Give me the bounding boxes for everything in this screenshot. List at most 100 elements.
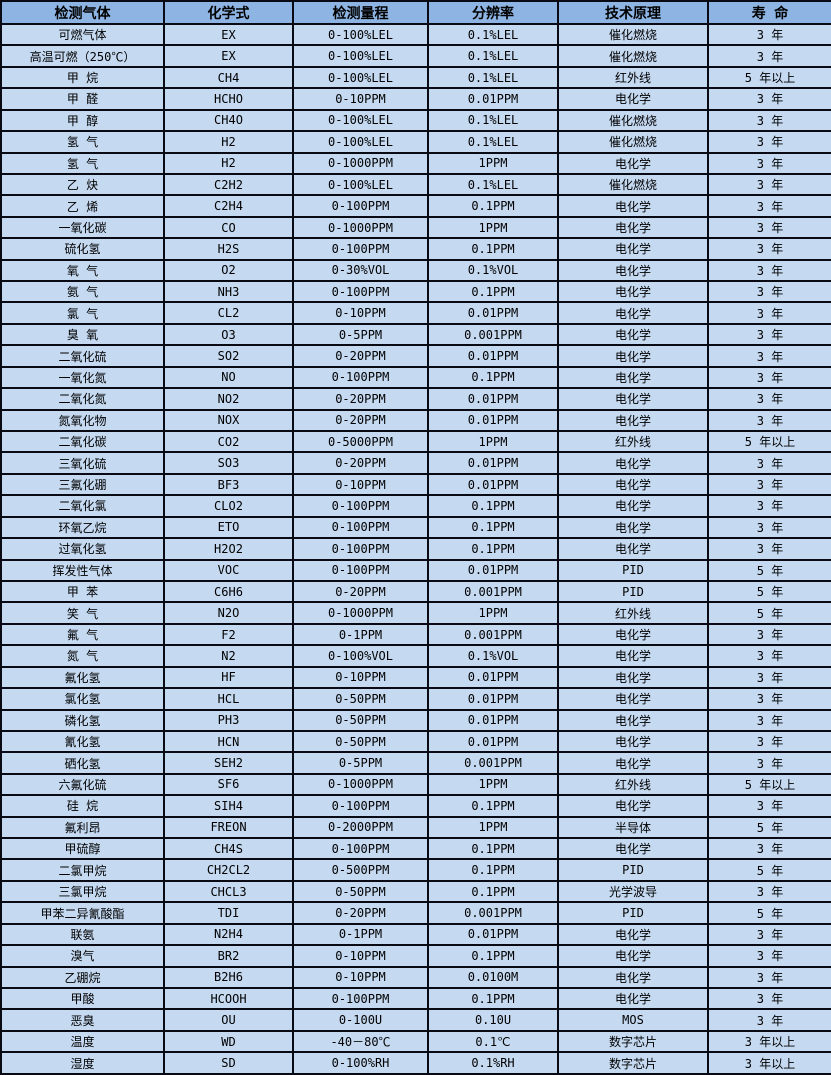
cell-principle: 电化学	[557, 237, 709, 261]
cell-formula: N2H4	[163, 922, 294, 947]
cell-principle: 电化学	[557, 408, 709, 433]
cell-principle: PID	[557, 579, 709, 604]
cell-formula: ETO	[163, 515, 294, 540]
cell-range: -40－80℃	[292, 1029, 429, 1054]
cell-resolution: 0.1%VOL	[427, 644, 559, 668]
cell-gas: 氯 气	[0, 301, 165, 325]
cell-gas: 联氨	[0, 922, 165, 947]
cell-gas: 可燃气体	[0, 22, 165, 47]
cell-resolution: 1PPM	[427, 151, 559, 175]
cell-resolution: 0.01PPM	[427, 729, 559, 754]
cell-range: 0-1000PPM	[292, 215, 429, 240]
cell-lifespan: 5 年	[707, 601, 831, 625]
cell-resolution: 0.01PPM	[427, 87, 559, 111]
cell-resolution: 0.001PPM	[427, 579, 559, 604]
cell-formula: O3	[163, 322, 294, 347]
cell-formula: NOX	[163, 408, 294, 433]
cell-resolution: 0.1%LEL	[427, 130, 559, 154]
cell-range: 0-100%LEL	[292, 44, 429, 68]
cell-principle: 电化学	[557, 751, 709, 775]
cell-range: 0-100%LEL	[292, 108, 429, 133]
table-row: 磷化氢 PH3 0-50PPM 0.01PPM 电化学 3 年	[0, 708, 831, 732]
cell-principle: PID	[557, 558, 709, 582]
cell-principle: 红外线	[557, 429, 709, 454]
cell-principle: MOS	[557, 1008, 709, 1032]
cell-range: 0-1000PPM	[292, 601, 429, 625]
cell-gas: 硒化氢	[0, 751, 165, 775]
cell-resolution: 0.1%LEL	[427, 44, 559, 68]
table-row: 乙 烯 C2H4 0-100PPM 0.1PPM 电化学 3 年	[0, 194, 831, 218]
table-row: 二氧化硫 SO2 0-20PPM 0.01PPM 电化学 3 年	[0, 344, 831, 368]
cell-lifespan: 3 年	[707, 108, 831, 133]
cell-resolution: 1PPM	[427, 601, 559, 625]
cell-range: 0-2000PPM	[292, 815, 429, 840]
table-row: 过氧化氢 H2O2 0-100PPM 0.1PPM 电化学 3 年	[0, 537, 831, 561]
cell-formula: NO	[163, 365, 294, 390]
cell-lifespan: 3 年	[707, 537, 831, 561]
cell-range: 0-20PPM	[292, 344, 429, 368]
cell-range: 0-100%VOL	[292, 644, 429, 668]
cell-resolution: 0.001PPM	[427, 751, 559, 775]
cell-resolution: 0.01PPM	[427, 451, 559, 475]
cell-formula: CH4	[163, 65, 294, 90]
table-row: 笑 气 N2O 0-1000PPM 1PPM 红外线 5 年	[0, 601, 831, 625]
cell-principle: 电化学	[557, 87, 709, 111]
cell-lifespan: 3 年	[707, 322, 831, 347]
cell-range: 0-100PPM	[292, 494, 429, 518]
cell-formula: F2	[163, 622, 294, 647]
cell-range: 0-5000PPM	[292, 429, 429, 454]
cell-range: 0-10PPM	[292, 965, 429, 990]
cell-resolution: 0.10U	[427, 1008, 559, 1032]
cell-lifespan: 3 年	[707, 644, 831, 668]
cell-lifespan: 3 年	[707, 879, 831, 904]
cell-resolution: 0.1PPM	[427, 494, 559, 518]
cell-lifespan: 3 年	[707, 794, 831, 818]
cell-range: 0-100%LEL	[292, 22, 429, 47]
cell-principle: 电化学	[557, 644, 709, 668]
cell-lifespan: 3 年	[707, 494, 831, 518]
cell-gas: 氮 气	[0, 644, 165, 668]
cell-lifespan: 3 年	[707, 922, 831, 947]
cell-resolution: 0.001PPM	[427, 901, 559, 925]
cell-formula: FREON	[163, 815, 294, 840]
table-row: 氢 气 H2 0-1000PPM 1PPM 电化学 3 年	[0, 151, 831, 175]
cell-principle: 电化学	[557, 344, 709, 368]
cell-lifespan: 3 年	[707, 944, 831, 968]
cell-resolution: 0.1%RH	[427, 1051, 559, 1075]
cell-gas: 乙 炔	[0, 172, 165, 197]
cell-principle: 红外线	[557, 772, 709, 797]
cell-principle: 催化燃烧	[557, 44, 709, 68]
cell-range: 0-100PPM	[292, 280, 429, 304]
table-row: 一氧化碳 CO 0-1000PPM 1PPM 电化学 3 年	[0, 215, 831, 240]
cell-gas: 氨 气	[0, 280, 165, 304]
cell-principle: 电化学	[557, 365, 709, 390]
cell-gas: 氯化氢	[0, 687, 165, 711]
table-row: 温度 WD -40－80℃ 0.1℃ 数字芯片 3 年以上	[0, 1029, 831, 1054]
cell-principle: 电化学	[557, 837, 709, 861]
table-row: 氟化氢 HF 0-10PPM 0.01PPM 电化学 3 年	[0, 665, 831, 690]
cell-formula: CO2	[163, 429, 294, 454]
cell-lifespan: 3 年	[707, 387, 831, 411]
column-header-range: 检测量程	[292, 0, 429, 25]
cell-formula: EX	[163, 22, 294, 47]
cell-resolution: 0.1PPM	[427, 537, 559, 561]
cell-resolution: 0.1PPM	[427, 837, 559, 861]
cell-gas: 乙硼烷	[0, 965, 165, 990]
cell-formula: BR2	[163, 944, 294, 968]
cell-formula: CH4O	[163, 108, 294, 133]
cell-lifespan: 3 年	[707, 751, 831, 775]
cell-range: 0-10PPM	[292, 944, 429, 968]
cell-principle: 电化学	[557, 665, 709, 690]
table-row: 乙 炔 C2H2 0-100%LEL 0.1%LEL 催化燃烧 3 年	[0, 172, 831, 197]
table-row: 高温可燃（250℃） EX 0-100%LEL 0.1%LEL 催化燃烧 3 年	[0, 44, 831, 68]
table-row: 硅 烷 SIH4 0-100PPM 0.1PPM 电化学 3 年	[0, 794, 831, 818]
table-row: 甲硫醇 CH4S 0-100PPM 0.1PPM 电化学 3 年	[0, 837, 831, 861]
table-row: 氮 气 N2 0-100%VOL 0.1%VOL 电化学 3 年	[0, 644, 831, 668]
cell-range: 0-20PPM	[292, 901, 429, 925]
cell-lifespan: 3 年	[707, 472, 831, 497]
table-row: 氧 气 O2 0-30%VOL 0.1%VOL 电化学 3 年	[0, 258, 831, 283]
cell-resolution: 0.1PPM	[427, 944, 559, 968]
cell-gas: 氮氧化物	[0, 408, 165, 433]
cell-resolution: 0.1%LEL	[427, 22, 559, 47]
cell-gas: 二氧化硫	[0, 344, 165, 368]
